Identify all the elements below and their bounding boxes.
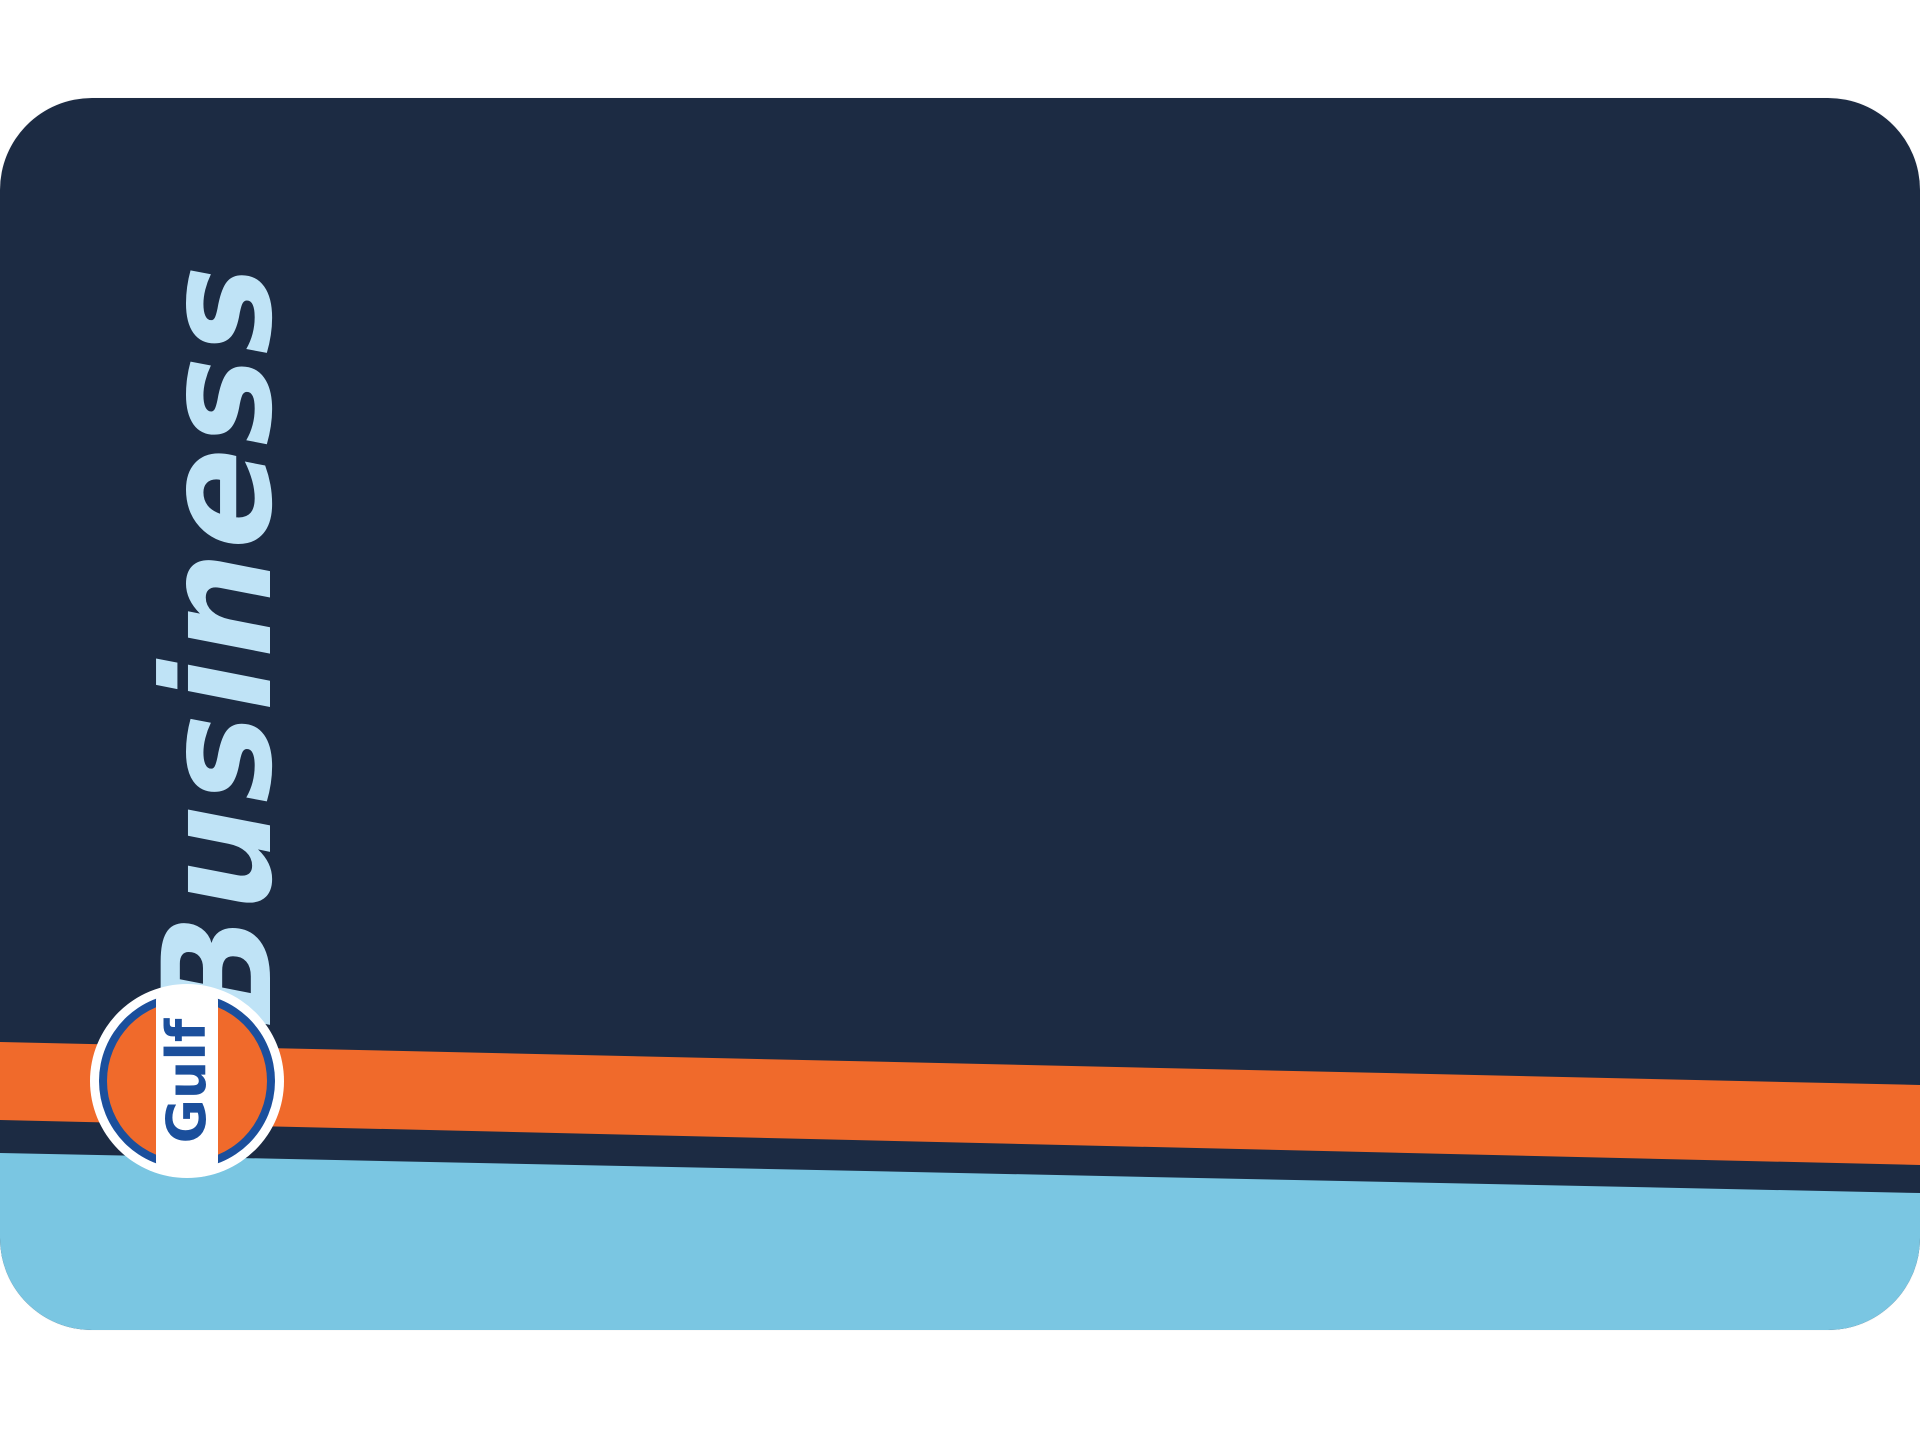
business-wordmark-text: Business: [132, 263, 306, 1028]
fuel-card: Business Gulf: [0, 98, 1920, 1330]
gulf-roundel-logo: Gulf: [90, 984, 284, 1178]
logo-center-band: [156, 993, 218, 1169]
card-artwork: Business Gulf: [0, 98, 1920, 1330]
light-blue-band: [0, 1153, 1920, 1330]
logo-text: Gulf: [155, 1018, 218, 1143]
orange-stripe: [0, 1042, 1920, 1165]
business-wordmark: Business: [132, 263, 306, 1028]
